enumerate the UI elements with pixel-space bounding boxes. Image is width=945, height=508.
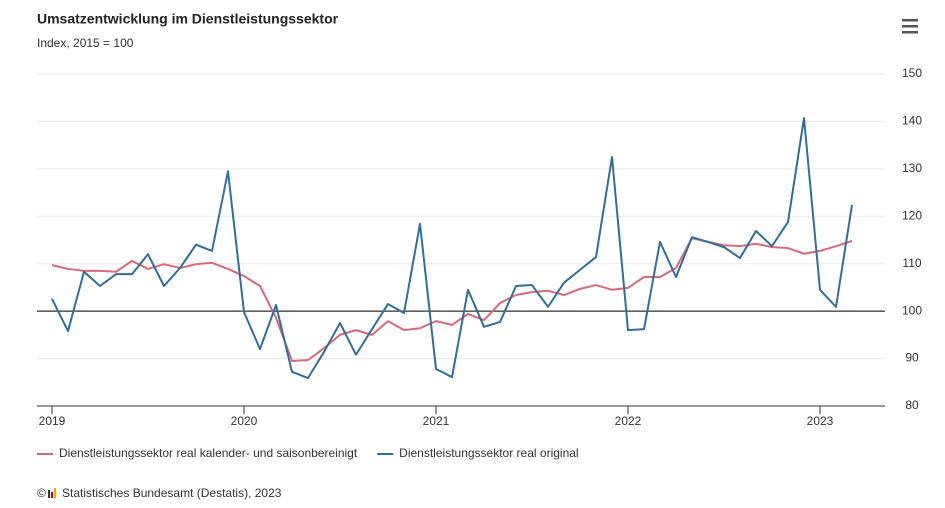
copyright: ©: [37, 486, 46, 500]
y-tick-label: 140: [902, 114, 922, 128]
y-tick-label: 80: [905, 398, 919, 412]
source: Statistisches Bundesamt (Destatis), 2023: [62, 486, 282, 500]
chart-title: Umsatzentwicklung im Dienstleistungssekt…: [37, 11, 339, 27]
y-tick-label: 110: [902, 256, 921, 270]
chart-subtitle: Index, 2015 = 100: [37, 36, 134, 50]
x-tick-label: 2023: [807, 414, 834, 428]
source-icon: [48, 488, 56, 498]
y-tick-label: 100: [902, 303, 922, 317]
legend-label: Dienstleistungssektor real original: [399, 446, 578, 460]
series-line: [51, 117, 853, 380]
x-tick-label: 2021: [423, 414, 450, 428]
menu-button[interactable]: [900, 18, 920, 34]
x-tick-label: 2019: [39, 414, 66, 428]
x-tick-label: 2020: [231, 414, 258, 428]
x-tick-label: 2022: [615, 414, 642, 428]
y-tick-label: 130: [902, 161, 922, 175]
series-line: [51, 237, 853, 362]
y-tick-label: 90: [905, 351, 919, 365]
legend-label: Dienstleistungssektor real kalender- und…: [59, 446, 358, 460]
y-tick-label: 150: [902, 66, 922, 80]
y-tick-label: 120: [902, 208, 922, 222]
